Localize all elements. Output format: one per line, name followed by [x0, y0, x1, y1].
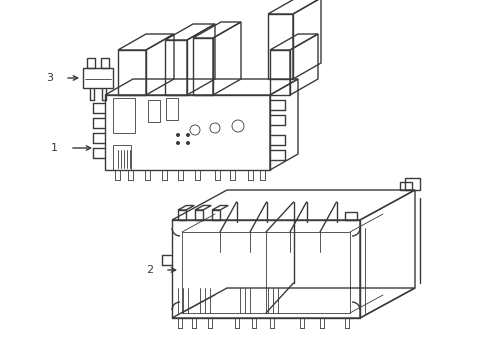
- Text: 2: 2: [145, 265, 153, 275]
- Circle shape: [176, 133, 180, 137]
- Circle shape: [185, 141, 190, 145]
- Circle shape: [176, 141, 180, 145]
- Circle shape: [185, 133, 190, 137]
- Text: 3: 3: [46, 73, 53, 83]
- Text: 1: 1: [51, 143, 58, 153]
